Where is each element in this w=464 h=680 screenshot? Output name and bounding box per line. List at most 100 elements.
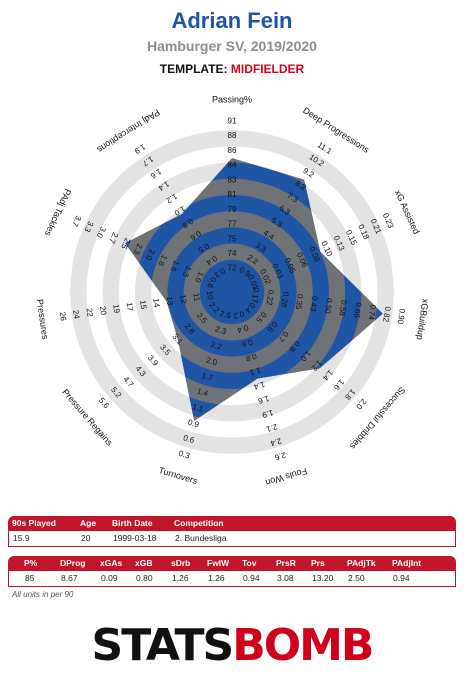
- tick-label: 1.6: [256, 394, 270, 406]
- tick-label: 77: [228, 220, 237, 229]
- table-header-cell: DProg: [60, 558, 86, 568]
- table-header-cell: Age: [80, 518, 97, 528]
- tick-label: 0.50: [323, 298, 334, 315]
- tick-label: 1.9: [261, 408, 275, 420]
- tick-label: 0.6: [182, 433, 196, 445]
- tick-label: 14: [151, 298, 161, 309]
- table-header-cell: 90s Played: [12, 518, 56, 528]
- axis-label: Turnovers: [157, 465, 199, 486]
- tick-label: 22: [84, 307, 94, 318]
- tick-label: 0.6: [205, 276, 218, 290]
- tick-label: 2.0: [144, 248, 157, 262]
- tick-label: 2.3: [214, 324, 228, 336]
- table-header-cell: sDrb: [171, 558, 191, 568]
- stats-table-row: 85 8.67 0.09 0.80 1.26 1.26 0.94 3.08 13.20 2.50 0…: [8, 571, 456, 587]
- tick-label: 1.8: [156, 253, 169, 267]
- template-label: TEMPLATE:: [159, 62, 228, 76]
- table-header-cell: PAdjTk: [347, 558, 376, 568]
- tick-label: 10: [205, 290, 215, 301]
- axis-label: Fouls Won: [264, 466, 308, 488]
- tick-label: 2.4: [269, 436, 283, 448]
- tick-label: 1.4: [252, 380, 266, 392]
- table-cell: 0.80: [136, 573, 153, 583]
- tick-label: 0.6: [240, 337, 254, 349]
- table-cell: 2.50: [348, 573, 365, 583]
- stats-table-header: P% DProg xGAs xGB sDrb FwlW Tov PrsR Prs PAdjTk PA…: [8, 556, 456, 571]
- table-cell: 1999-03-18: [113, 533, 157, 543]
- table-cell: 0.09: [101, 573, 118, 583]
- template-line: TEMPLATE: MIDFIELDER: [0, 62, 464, 76]
- player-name: Adrian Fein: [171, 8, 293, 33]
- tick-label: 1.7: [201, 371, 215, 383]
- logo-bomb: BOMB: [232, 620, 374, 671]
- tick-label: 0.2: [232, 309, 246, 321]
- tick-label: 3.7: [70, 214, 83, 228]
- table-cell: 8.67: [61, 573, 78, 583]
- tick-label: 0.74: [366, 304, 377, 321]
- table-header-cell: xGB: [135, 558, 153, 568]
- axis-label: Pressures: [35, 298, 51, 340]
- table-cell: 0.94: [393, 573, 410, 583]
- table-header-cell: PrsR: [276, 558, 296, 568]
- tick-label: 19: [111, 304, 121, 315]
- table-header-cell: Competition: [174, 518, 224, 528]
- info-table-row: 15.9 20 1999-03-18 2. Bundesliga: [8, 531, 456, 547]
- table-cell: 20: [81, 533, 91, 543]
- table-cell: 85: [25, 573, 35, 583]
- tick-label: 91: [228, 117, 237, 126]
- tick-label: 1.0: [193, 270, 206, 284]
- tick-label: 0.28: [279, 291, 290, 308]
- tick-label: 86: [228, 146, 237, 155]
- tick-label: 81: [228, 190, 237, 199]
- tick-label: 0.90: [396, 308, 407, 325]
- tick-label: 12: [178, 294, 188, 305]
- table-header-cell: P%: [24, 558, 38, 568]
- tick-label: 15: [138, 300, 148, 311]
- statsbomb-logo: STATSBOMB: [0, 620, 464, 671]
- table-cell: 0.94: [243, 573, 260, 583]
- table-header-cell: Birth Date: [112, 518, 153, 528]
- team-season: Hamburger SV, 2019/2020: [147, 38, 317, 54]
- tick-label: 3.3: [82, 220, 95, 234]
- table-cell: 3.08: [277, 573, 294, 583]
- tick-label: 1.1: [248, 365, 262, 377]
- tick-label: 2.3: [131, 242, 144, 256]
- tick-label: 0.35: [294, 293, 305, 310]
- tick-label: 0.17: [250, 287, 261, 304]
- tick-label: 1.1: [191, 402, 205, 414]
- table-cell: 13.20: [312, 573, 334, 583]
- tick-label: 0.8: [244, 351, 258, 363]
- tick-label: 0.43: [308, 295, 319, 312]
- tick-label: 0.82: [381, 306, 392, 323]
- tick-label: 2.7: [107, 231, 120, 245]
- tick-label: 24: [71, 309, 81, 320]
- table-header-cell: FwlW: [207, 558, 230, 568]
- tick-label: 0.66: [352, 302, 363, 319]
- tick-label: 1.3: [180, 265, 193, 279]
- info-table: 90s Played Age Birth Date Competition 15.9 2…: [8, 516, 456, 547]
- info-table-header: 90s Played Age Birth Date Competition: [8, 516, 456, 531]
- tick-label: 79: [228, 205, 237, 214]
- tick-label: 75: [228, 234, 237, 243]
- tick-label: 0.4: [236, 323, 250, 335]
- tick-label: 2.0: [205, 356, 219, 368]
- tick-label: 2.2: [210, 340, 224, 352]
- radar-chart: 72747577798183848688910.92.23.34.45.36.3…: [35, 94, 431, 488]
- table-cell: 15.9: [13, 533, 30, 543]
- tick-label: 1.4: [196, 387, 210, 399]
- logo-stats: STATS: [91, 620, 235, 671]
- stats-table: P% DProg xGAs xGB sDrb FwlW Tov PrsR Prs PAdjTk PA…: [8, 556, 456, 587]
- template-value: MIDFIELDER: [230, 62, 305, 76]
- table-header-cell: Tov: [242, 558, 257, 568]
- tick-label: 88: [228, 131, 237, 140]
- tick-label: 3.0: [95, 225, 108, 239]
- tick-label: 26: [58, 311, 68, 322]
- axis-label: xGBuildup: [415, 298, 431, 341]
- axis-label: Passing%: [212, 94, 252, 104]
- tick-label: 0.58: [337, 300, 348, 317]
- table-cell: 1.26: [208, 573, 225, 583]
- tick-label: 0.3: [178, 449, 192, 461]
- tick-label: 20: [98, 305, 108, 316]
- table-header-cell: xGAs: [100, 558, 123, 568]
- tick-label: 2.6: [273, 450, 287, 462]
